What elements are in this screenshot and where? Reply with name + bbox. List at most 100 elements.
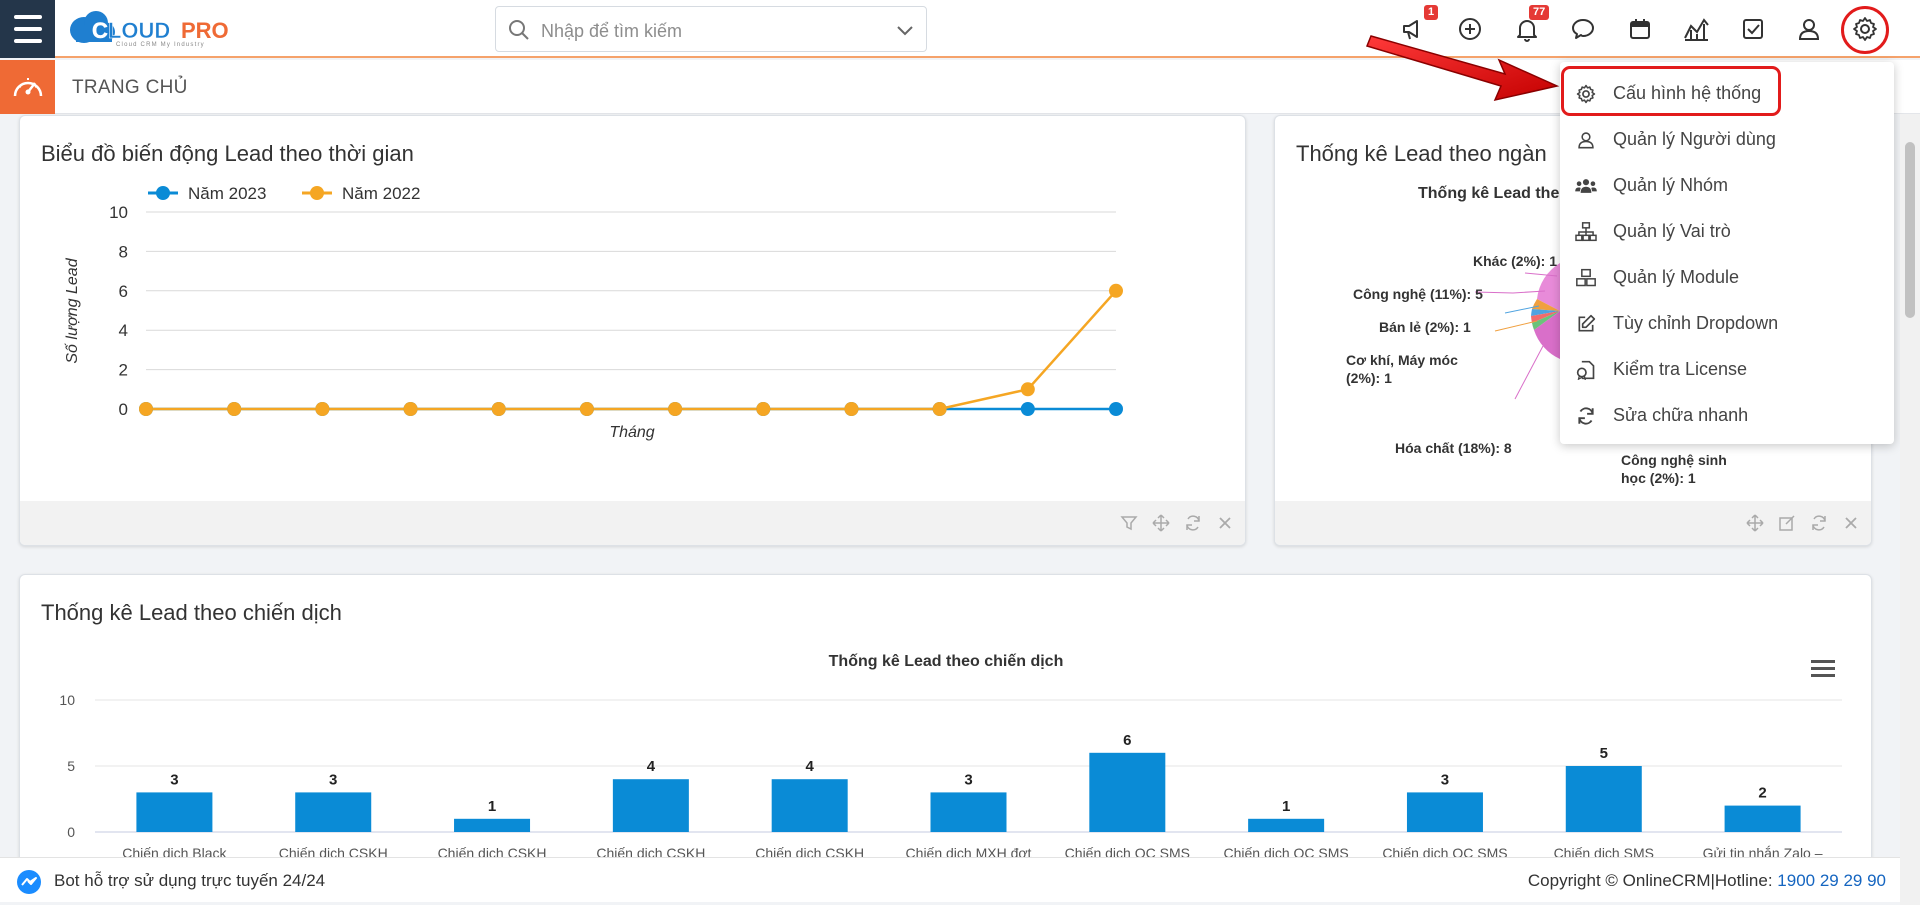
- pie-slice[interactable]: [1534, 311, 1560, 359]
- y-tick-label: 6: [119, 282, 128, 301]
- gear-highlight-circle: [1841, 6, 1889, 54]
- refresh-icon[interactable]: [1809, 513, 1829, 533]
- data-label: 4: [806, 758, 815, 775]
- chat-icon[interactable]: [1567, 13, 1599, 45]
- close-icon[interactable]: [1215, 513, 1235, 533]
- data-point[interactable]: [139, 402, 153, 416]
- bar[interactable]: [136, 792, 213, 832]
- menu-item-license[interactable]: Kiểm tra License: [1560, 346, 1894, 392]
- menu-item-custom-dropdown[interactable]: Tùy chỉnh Dropdown: [1560, 300, 1894, 346]
- legend-marker: [310, 186, 324, 200]
- announce-badge: 1: [1424, 5, 1439, 20]
- data-point[interactable]: [227, 402, 242, 416]
- svg-text:PRO: PRO: [181, 18, 229, 43]
- plus-circle-icon[interactable]: [1454, 13, 1486, 45]
- search-input[interactable]: Nhập để tìm kiếm: [541, 21, 683, 41]
- y-tick-label: 10: [109, 203, 128, 222]
- cloudpro-logo[interactable]: CLOUD C PRO Cloud CRM My Industry: [66, 6, 276, 50]
- data-point[interactable]: [403, 402, 418, 416]
- line-chart: 10 8 6 4 2 0 Số lượng Lead Tháng Năm 2023 Năm 202…: [64, 184, 1123, 441]
- refresh-icon: [1574, 404, 1598, 428]
- y-axis-label: Số lượng Lead: [64, 257, 81, 363]
- data-point[interactable]: [491, 402, 506, 416]
- data-label: 2: [1758, 785, 1766, 802]
- pie-slice[interactable]: [1537, 263, 1560, 311]
- bar[interactable]: [1406, 792, 1483, 832]
- license-icon: [1574, 358, 1598, 382]
- dashboard-icon[interactable]: [0, 60, 55, 114]
- menu-item-system-config[interactable]: Cấu hình hệ thống: [1560, 70, 1894, 116]
- user-icon[interactable]: [1793, 13, 1825, 45]
- bar[interactable]: [1724, 805, 1801, 832]
- bell-icon[interactable]: 77: [1511, 5, 1550, 45]
- pie-slice[interactable]: [1531, 309, 1560, 316]
- filter-icon[interactable]: [1119, 513, 1139, 533]
- move-icon[interactable]: [1745, 513, 1765, 533]
- chart-menu-icon[interactable]: [1811, 660, 1835, 680]
- checkbox-icon[interactable]: [1737, 13, 1769, 45]
- data-point[interactable]: [756, 402, 771, 416]
- chart-icon[interactable]: [1680, 13, 1712, 45]
- data-point[interactable]: [1109, 283, 1123, 298]
- footer-bar: Bot hỗ trợ sử dụng trực tuyến 24/24 Copy…: [0, 857, 1900, 902]
- data-point[interactable]: [1020, 382, 1035, 397]
- menu-item-modules[interactable]: Quản lý Module: [1560, 254, 1894, 300]
- calendar-icon[interactable]: [1624, 13, 1656, 45]
- data-label: 6: [1123, 732, 1131, 749]
- menu-item-roles[interactable]: Quản lý Vai trò: [1560, 208, 1894, 254]
- menu-item-label: Quản lý Module: [1613, 267, 1740, 287]
- pie-slice[interactable]: [1531, 311, 1560, 323]
- industry-pie-chart: Thống kê Lead the Khác (2%): 1 Công nghệ…: [1346, 185, 1727, 486]
- pie-label: học (2%): 1: [1621, 470, 1696, 486]
- widget-title: Thống kê Lead theo chiến dịch: [41, 600, 342, 625]
- bar[interactable]: [612, 779, 689, 832]
- messenger-icon[interactable]: [16, 869, 42, 895]
- pie-label: Bán lẻ (2%): 1: [1379, 319, 1471, 335]
- page-scrollbar[interactable]: [1900, 114, 1920, 905]
- bot-support-text[interactable]: Bot hỗ trợ sử dụng trực tuyến 24/24: [54, 871, 326, 890]
- data-point[interactable]: [932, 402, 947, 416]
- widget-title: Biểu đồ biến động Lead theo thời gian: [41, 141, 414, 166]
- megaphone-icon[interactable]: 1: [1398, 5, 1439, 45]
- bar[interactable]: [1248, 818, 1325, 832]
- hotline-link[interactable]: 1900 29 29 90: [1777, 871, 1886, 890]
- menu-item-groups[interactable]: Quản lý Nhóm: [1560, 162, 1894, 208]
- legend-label[interactable]: Năm 2022: [342, 184, 420, 203]
- data-label: 3: [1441, 771, 1449, 788]
- data-point[interactable]: [1109, 402, 1123, 416]
- move-icon[interactable]: [1151, 513, 1171, 533]
- bar[interactable]: [930, 792, 1007, 832]
- menu-toggle-button[interactable]: [0, 0, 55, 58]
- data-point[interactable]: [579, 402, 594, 416]
- chevron-down-icon[interactable]: [896, 21, 914, 39]
- y-tick-label: 2: [119, 361, 128, 380]
- data-label: 4: [647, 758, 656, 775]
- bar[interactable]: [1565, 766, 1642, 832]
- widget-footer: [1275, 501, 1871, 545]
- user-icon: [1574, 128, 1598, 152]
- bar[interactable]: [454, 818, 531, 832]
- data-point[interactable]: [315, 402, 330, 416]
- pie-slice[interactable]: [1532, 299, 1560, 311]
- pie-label: Công nghệ sinh: [1621, 452, 1727, 468]
- data-point[interactable]: [1020, 402, 1035, 416]
- close-icon[interactable]: [1841, 513, 1861, 533]
- refresh-icon[interactable]: [1183, 513, 1203, 533]
- bar[interactable]: [295, 792, 372, 832]
- pie-slices: [1531, 263, 1560, 359]
- edit-icon[interactable]: [1777, 513, 1797, 533]
- menu-item-quick-repair[interactable]: Sửa chữa nhanh: [1560, 392, 1894, 438]
- data-point[interactable]: [844, 402, 859, 416]
- bar[interactable]: [1089, 752, 1166, 832]
- bar[interactable]: [771, 779, 848, 832]
- menu-item-users[interactable]: Quản lý Người dùng: [1560, 116, 1894, 162]
- search-box[interactable]: Nhập để tìm kiếm: [495, 6, 927, 52]
- menu-item-label: Quản lý Nhóm: [1613, 175, 1729, 195]
- data-label: 3: [329, 771, 337, 788]
- copyright-label: Copyright © OnlineCRM|Hotline:: [1527, 871, 1778, 890]
- pie-slice[interactable]: [1532, 311, 1560, 330]
- bar-chart-title: Thống kê Lead theo chiến dịch: [829, 653, 1064, 670]
- scrollbar-thumb[interactable]: [1905, 142, 1915, 318]
- legend-label[interactable]: Năm 2023: [188, 184, 266, 203]
- data-point[interactable]: [668, 402, 683, 416]
